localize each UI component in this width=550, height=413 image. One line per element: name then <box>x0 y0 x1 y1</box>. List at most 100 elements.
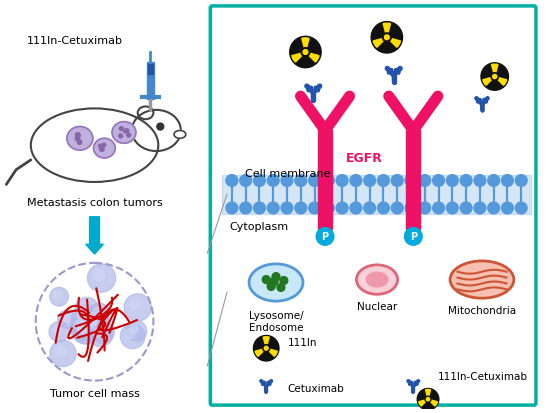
Circle shape <box>254 203 265 214</box>
Circle shape <box>377 175 389 187</box>
Wedge shape <box>492 65 498 77</box>
Circle shape <box>71 316 98 344</box>
Circle shape <box>322 203 334 214</box>
Circle shape <box>75 320 85 330</box>
Circle shape <box>86 312 97 324</box>
Circle shape <box>290 37 321 69</box>
Circle shape <box>417 389 439 410</box>
Circle shape <box>263 345 270 352</box>
Bar <box>318 131 332 229</box>
Ellipse shape <box>174 131 186 139</box>
Circle shape <box>226 203 238 214</box>
Circle shape <box>515 203 527 214</box>
Circle shape <box>130 325 139 333</box>
Text: EGFR: EGFR <box>346 152 383 165</box>
Circle shape <box>488 203 499 214</box>
Circle shape <box>79 308 97 326</box>
Circle shape <box>78 141 82 145</box>
Circle shape <box>336 203 348 214</box>
Wedge shape <box>266 349 277 356</box>
Circle shape <box>157 124 164 131</box>
Bar <box>146 63 155 100</box>
Circle shape <box>336 175 348 187</box>
Text: 111In: 111In <box>288 337 317 347</box>
Circle shape <box>75 298 99 321</box>
Circle shape <box>85 318 96 329</box>
Circle shape <box>515 175 527 187</box>
Circle shape <box>419 203 431 214</box>
Circle shape <box>377 203 389 214</box>
Circle shape <box>295 175 307 187</box>
Wedge shape <box>383 24 390 38</box>
Circle shape <box>280 277 288 285</box>
Circle shape <box>94 328 103 337</box>
Wedge shape <box>305 53 319 63</box>
Circle shape <box>267 175 279 187</box>
Circle shape <box>433 175 444 187</box>
Circle shape <box>460 175 472 187</box>
Circle shape <box>83 311 90 319</box>
Circle shape <box>79 325 89 335</box>
Circle shape <box>74 320 98 344</box>
Circle shape <box>80 302 89 312</box>
Wedge shape <box>373 38 387 48</box>
Circle shape <box>126 321 147 342</box>
Wedge shape <box>292 53 305 63</box>
Ellipse shape <box>249 264 303 301</box>
Circle shape <box>350 175 362 187</box>
Wedge shape <box>263 337 269 349</box>
Circle shape <box>125 329 135 339</box>
Circle shape <box>94 307 102 315</box>
Circle shape <box>384 36 389 40</box>
FancyBboxPatch shape <box>210 7 536 405</box>
Circle shape <box>79 308 98 328</box>
Wedge shape <box>426 389 431 399</box>
Text: Cell membrane: Cell membrane <box>245 168 330 178</box>
Bar <box>222 175 531 214</box>
Circle shape <box>124 130 128 134</box>
Circle shape <box>488 175 499 187</box>
Circle shape <box>226 175 238 187</box>
Circle shape <box>130 299 140 310</box>
Circle shape <box>447 203 458 214</box>
Circle shape <box>55 346 65 356</box>
Ellipse shape <box>31 109 158 183</box>
Circle shape <box>53 292 61 299</box>
Circle shape <box>100 148 103 152</box>
Wedge shape <box>428 399 437 406</box>
Circle shape <box>50 340 76 367</box>
Ellipse shape <box>67 127 93 151</box>
Text: 111In-Cetuximab: 111In-Cetuximab <box>27 36 123 46</box>
Circle shape <box>97 326 106 335</box>
Circle shape <box>90 304 109 323</box>
Circle shape <box>240 203 251 214</box>
Circle shape <box>240 175 251 187</box>
Text: P: P <box>322 232 328 242</box>
Circle shape <box>72 305 101 334</box>
Circle shape <box>78 312 101 336</box>
Circle shape <box>82 317 91 326</box>
Circle shape <box>303 50 308 55</box>
Circle shape <box>267 283 275 291</box>
Circle shape <box>82 312 91 320</box>
Circle shape <box>50 287 68 306</box>
Circle shape <box>85 313 106 335</box>
Circle shape <box>120 324 145 349</box>
Circle shape <box>89 323 112 347</box>
Circle shape <box>62 314 69 321</box>
Circle shape <box>58 311 76 329</box>
Circle shape <box>309 203 321 214</box>
Ellipse shape <box>450 261 514 299</box>
Ellipse shape <box>132 111 181 152</box>
Circle shape <box>281 203 293 214</box>
Circle shape <box>371 23 403 54</box>
Circle shape <box>265 347 268 350</box>
Circle shape <box>272 273 280 281</box>
Circle shape <box>382 34 391 43</box>
Bar <box>406 131 420 229</box>
Text: Mitochondria: Mitochondria <box>448 305 516 315</box>
Circle shape <box>447 175 458 187</box>
Circle shape <box>93 270 104 281</box>
Circle shape <box>301 48 310 57</box>
Circle shape <box>309 175 321 187</box>
